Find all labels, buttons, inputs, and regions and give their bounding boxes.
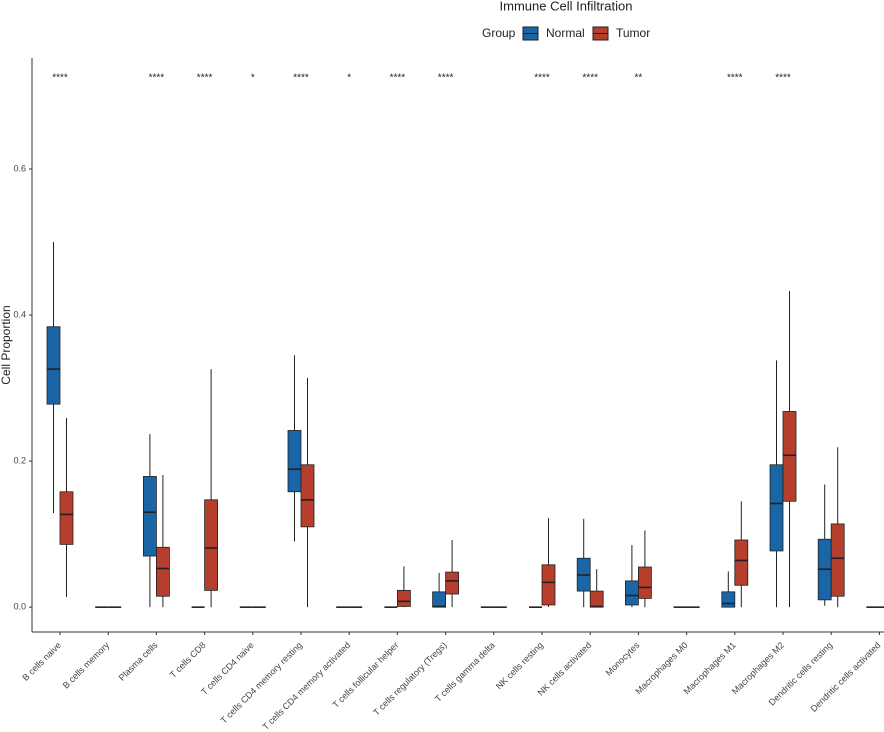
box: [142, 476, 157, 557]
legend-title: Group: [482, 26, 516, 40]
box: [782, 411, 797, 502]
x-tick-label: Plasma cells: [117, 640, 160, 683]
significance: ****: [582, 73, 598, 84]
significance: ****: [293, 73, 309, 84]
y-tick-label: 0.0: [13, 602, 26, 612]
x-tick-label: T cells CD8: [168, 640, 208, 680]
significance: ****: [775, 73, 791, 84]
box: [625, 580, 639, 606]
box: [541, 564, 556, 606]
box: [287, 430, 302, 493]
box: [589, 590, 604, 608]
x-tick-label: Macrophages M0: [633, 640, 689, 696]
y-tick-label: 0.4: [13, 309, 26, 319]
box: [830, 523, 845, 597]
x-tick-label: T cells CD4 memory resting: [219, 640, 304, 725]
box: [46, 326, 61, 405]
significance: ****: [438, 73, 454, 84]
significance: ****: [197, 73, 213, 84]
significance: ****: [727, 73, 743, 84]
x-tick-label: Macrophages M1: [682, 640, 738, 696]
significance: **: [635, 73, 643, 84]
box: [300, 464, 315, 528]
x-tick-label: B cells memory: [61, 640, 112, 691]
box: [59, 491, 74, 545]
significance: ****: [390, 73, 406, 84]
significance: ****: [534, 73, 550, 84]
box: [638, 566, 652, 599]
x-tick-label: B cells naive: [20, 640, 63, 683]
x-tick-label: NK cells activated: [536, 640, 594, 698]
significance: *: [347, 73, 351, 84]
box: [155, 546, 170, 597]
y-axis-label: Cell Proportion: [0, 305, 13, 384]
x-tick-label: NK cells resting: [494, 640, 545, 691]
y-tick-label: 0.6: [13, 163, 26, 173]
box: [721, 591, 736, 608]
box: [204, 499, 219, 591]
x-tick-label: Monocytes: [604, 640, 642, 678]
box: [445, 571, 460, 595]
x-tick-label: T cells CD4 memory activated: [260, 640, 352, 732]
box: [396, 589, 411, 607]
significance: *: [251, 73, 255, 84]
box: [769, 464, 784, 552]
x-tick-label: Macrophages M2: [730, 640, 786, 696]
significance: ****: [149, 73, 165, 84]
significance: ****: [52, 73, 68, 84]
legend-label: Normal: [546, 26, 585, 40]
legend-heading: Immune Cell Infiltration: [500, 0, 633, 13]
box: [432, 591, 447, 608]
legend-label: Tumor: [616, 26, 650, 40]
y-tick-label: 0.2: [13, 455, 26, 465]
box: [734, 539, 749, 586]
